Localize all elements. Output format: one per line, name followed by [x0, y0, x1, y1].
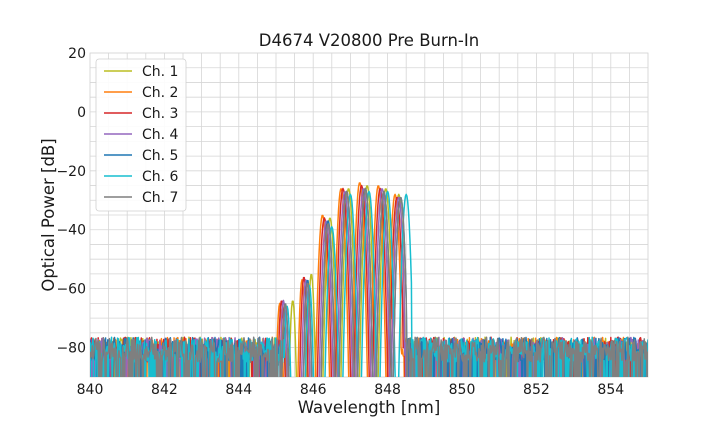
legend: Ch. 1 Ch. 2 Ch. 3 Ch. 4 Ch. 5 Ch. 6 Ch. 7	[95, 58, 187, 212]
legend-label: Ch. 7	[142, 190, 178, 206]
chart-title: D4674 V20800 Pre Burn-In	[259, 31, 479, 50]
y-tick-label: −20	[56, 164, 86, 180]
legend-label: Ch. 6	[142, 169, 179, 185]
series-line-7	[90, 187, 648, 377]
y-axis-title: Optical Power [dB]	[39, 138, 58, 291]
y-axis-ticks: 20 0 −20 −40 −60 −80	[56, 46, 86, 357]
x-tick-label: 840	[77, 382, 104, 398]
x-tick-label: 842	[151, 382, 178, 398]
x-tick-label: 850	[449, 382, 476, 398]
x-tick-label: 846	[300, 382, 327, 398]
legend-label: Ch. 4	[142, 127, 179, 143]
legend-label: Ch. 1	[142, 64, 178, 80]
x-axis-title: Wavelength [nm]	[298, 398, 441, 417]
y-tick-label: −80	[56, 341, 86, 357]
legend-box	[95, 58, 187, 212]
x-axis-ticks: 840 842 844 846 848 850 852 854	[77, 382, 625, 398]
series-line-2	[90, 182, 648, 377]
x-tick-label: 854	[597, 382, 624, 398]
y-tick-label: 0	[77, 105, 86, 121]
legend-label: Ch. 3	[142, 106, 178, 122]
y-tick-label: −60	[56, 282, 86, 298]
x-tick-label: 848	[374, 382, 401, 398]
legend-label: Ch. 5	[142, 148, 178, 164]
y-tick-label: 20	[68, 46, 86, 62]
x-tick-label: 852	[523, 382, 550, 398]
y-tick-label: −40	[56, 223, 86, 239]
x-tick-label: 844	[225, 382, 252, 398]
legend-label: Ch. 2	[142, 85, 178, 101]
series-layer	[90, 182, 648, 377]
